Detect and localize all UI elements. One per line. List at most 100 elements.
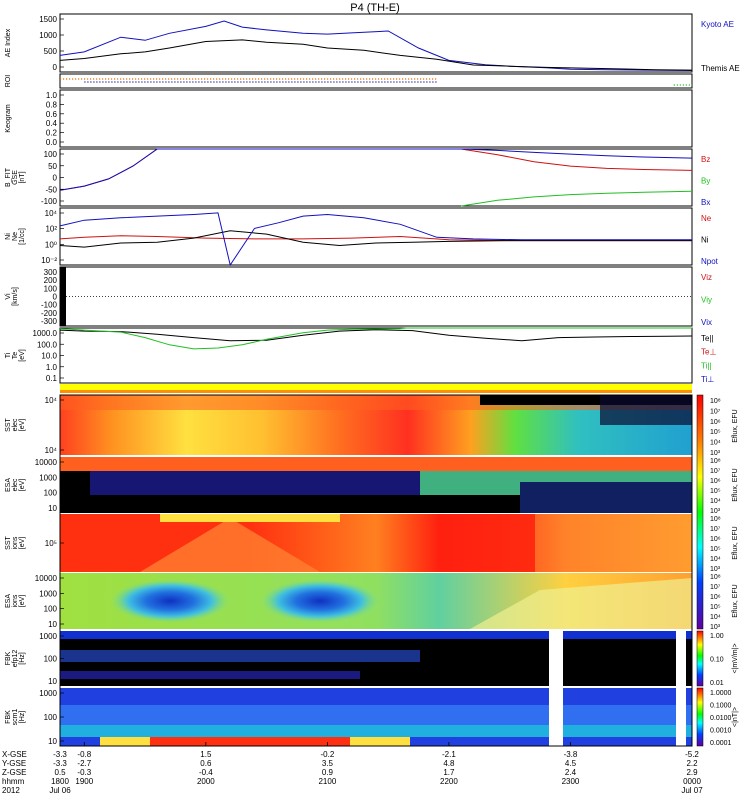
time-val-5-2: 2.4 — [565, 768, 577, 777]
ytick-4-1: 10² — [45, 225, 57, 234]
ytick-5-0: 300 — [44, 268, 58, 277]
time-val-3-1: 3.5 — [322, 759, 334, 768]
sst-elec-fill-2 — [600, 395, 692, 425]
ytick-2-5: 0.0 — [46, 138, 58, 147]
time-row-label-1: Y-GSE — [2, 759, 26, 768]
legend-4-0: Ne — [701, 214, 712, 223]
ylabel-9-2: [eV] — [19, 537, 26, 550]
cbar-tick-5-2: 0.0100 — [710, 715, 732, 722]
legend-5-0: Viz — [701, 273, 712, 282]
cbar-tick-0-1: 10⁷ — [710, 408, 721, 415]
cbar-tick-3-2: 10⁶ — [710, 594, 721, 601]
ytick-12-0: 1000 — [39, 689, 57, 698]
quality-flag-stripe-2 — [60, 390, 692, 393]
ytick-11-0: 1000 — [39, 632, 57, 641]
ytick-8-0: 10000 — [35, 458, 58, 467]
ylabel-2-0: Keogram — [5, 104, 12, 133]
ytick-6-2: 10.0 — [41, 352, 57, 361]
cbar-tick-0-0: 10⁸ — [710, 398, 721, 405]
ylabel-7-1: elec — [12, 418, 19, 431]
time-val-0-4: Jul 06 — [49, 786, 71, 795]
esa-ions-blob-2 — [260, 579, 380, 623]
time-val-5-3: 2300 — [562, 777, 580, 786]
time-val-2-0: 1.5 — [200, 750, 212, 759]
fbk-scm-band-2 — [60, 725, 692, 737]
efield-colorbar — [696, 630, 704, 687]
cbar-tick-4-1: 0.10 — [710, 657, 724, 664]
ylabel-4-2: [1/cc] — [19, 228, 26, 245]
cbar-tick-5-1: 0.1000 — [710, 703, 732, 710]
cbar-tick-0-5: 10³ — [710, 450, 721, 457]
cbar-title-2: Eflux, EFU — [732, 526, 739, 559]
legend-0-0: Kyoto AE — [701, 20, 734, 29]
esa-elec-fill — [520, 482, 692, 513]
ytick-6-4: 0.1 — [46, 374, 58, 383]
ytick-5-4: -100 — [41, 301, 58, 310]
ytick-5-5: -200 — [41, 309, 58, 318]
ytick-6-3: 1.0 — [46, 363, 58, 372]
panel-frame-0 — [59, 13, 693, 73]
colorbars — [696, 394, 704, 747]
time-val-6-2: 2.9 — [686, 768, 698, 777]
ytick-12-1: 100 — [44, 713, 58, 722]
time-row-label-2: Z-GSE — [2, 768, 26, 777]
ytick-6-1: 100.0 — [37, 340, 58, 349]
ytick-8-3: 10 — [48, 504, 57, 513]
ylabel-10-1: ions — [12, 594, 19, 607]
axis-labels: AE Index150010005000ROIKeogram1.00.80.60… — [5, 15, 740, 747]
ytick-0-1: 1000 — [39, 31, 57, 40]
ylabel-6-0: Ti — [5, 352, 12, 358]
figure-title: P4 (TH-E) — [350, 2, 400, 14]
cbar-tick-2-3: 10⁵ — [710, 546, 721, 553]
ytick-11-2: 10 — [48, 677, 57, 686]
time-val-2-2: -0.4 — [199, 768, 213, 777]
fbk-efp-band-2 — [60, 650, 420, 662]
cbar-tick-5-3: 0.0010 — [710, 728, 732, 735]
ylabel-11-1: efp12 — [12, 650, 19, 668]
time-val-0-0: -3.3 — [53, 750, 67, 759]
ylabel-3-1: GSE — [12, 170, 19, 185]
cbar-title-5: <|nT|> — [732, 707, 739, 727]
fbk-scm-band — [60, 705, 692, 725]
ytick-9-0: 10⁵ — [45, 539, 57, 548]
time-val-5-0: -3.8 — [564, 750, 578, 759]
ytick-5-3: 0 — [53, 293, 58, 302]
spectrogram-frame — [59, 394, 693, 747]
ylabel-9-0: SST — [5, 535, 12, 549]
ylabel-4-0: Ni — [5, 233, 12, 240]
fbk-scm-gap-2 — [676, 688, 686, 746]
cbar-tick-1-1: 10⁷ — [710, 468, 721, 475]
time-val-3-2: 0.9 — [322, 768, 334, 777]
series-6-ti-- — [59, 327, 692, 350]
legend-6-2: Ti|| — [701, 361, 712, 370]
sst-ions-fill — [535, 514, 692, 572]
ytick-8-2: 100 — [44, 489, 58, 498]
legend-4-2: Npot — [701, 257, 719, 266]
cbar-title-4: <|mV/m|> — [732, 643, 739, 673]
ytick-2-3: 0.4 — [46, 119, 58, 128]
cbar-tick-0-2: 10⁶ — [710, 419, 721, 426]
esa-elec-band-high — [60, 457, 692, 471]
ylabel-10-0: ESA — [5, 594, 12, 608]
time-val-1-1: -2.7 — [77, 759, 91, 768]
time-val-6-4: Jul 07 — [681, 786, 703, 795]
ytick-3-0: 100 — [44, 150, 58, 159]
time-row-label-3: hhmm — [2, 777, 25, 786]
ytick-3-3: -50 — [45, 185, 57, 194]
time-val-2-1: 0.6 — [200, 759, 212, 768]
legend-5-2: Vix — [701, 318, 712, 327]
series-4-npot — [59, 212, 692, 267]
ytick-10-1: 1000 — [39, 589, 57, 598]
cbar-tick-1-4: 10⁴ — [710, 498, 721, 505]
ytick-8-1: 1000 — [39, 473, 57, 482]
sst-elec-fill — [480, 395, 692, 405]
time-val-4-0: -2.1 — [442, 750, 456, 759]
ylabel-7-0: SST — [5, 417, 12, 431]
ylabel-5-1: [km/s] — [12, 287, 19, 306]
cbar-tick-3-0: 10⁸ — [710, 574, 721, 581]
ylabel-3-0: B_FIT — [5, 167, 12, 187]
ylabel-3-2: [nT] — [19, 171, 26, 183]
ytick-3-4: -100 — [41, 197, 58, 206]
cbar-tick-3-4: 10⁴ — [710, 614, 721, 621]
